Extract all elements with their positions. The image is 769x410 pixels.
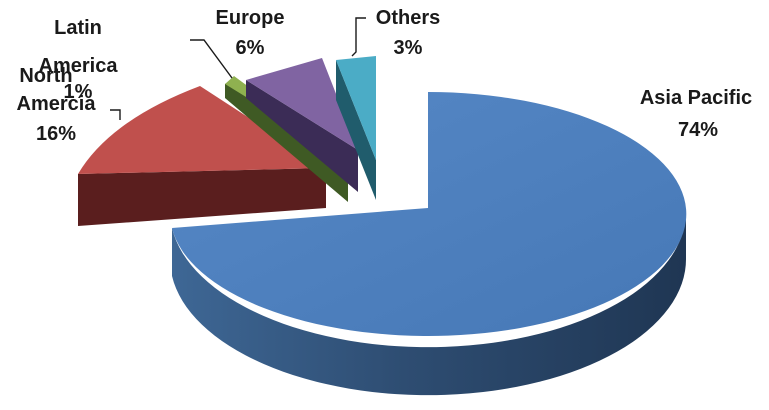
leader-line-latin-america: [190, 39, 233, 79]
label-north-america-name-line2: Amercia: [17, 93, 97, 115]
label-europe-pct: 6%: [236, 37, 265, 59]
slice-north-america: [78, 86, 326, 226]
label-north-america-name-line1: North: [19, 65, 72, 87]
slice-others-top: [336, 56, 376, 160]
slice-europe-side: [246, 80, 358, 192]
slice-others-side: [336, 60, 376, 200]
label-others-pct: 3%: [394, 37, 423, 59]
slice-asia-pacific-top: [172, 91, 687, 336]
slice-asia-pacific: [172, 91, 687, 396]
label-asia-pacific-name: Asia Pacific: [640, 87, 752, 109]
label-asia-pacific-pct: 74%: [678, 119, 718, 141]
slice-north-america-side: [78, 168, 326, 226]
label-latin-america-name-line1: Latin: [54, 17, 102, 39]
label-others: Others 3%: [376, 7, 440, 59]
label-north-america: North Amercia 16%: [17, 65, 97, 145]
slice-europe-top: [246, 58, 358, 150]
slice-asia-pacific-side: [172, 210, 687, 396]
label-others-name: Others: [376, 7, 440, 29]
label-latin-america: Latin America 1%: [39, 17, 119, 103]
label-asia-pacific: Asia Pacific 74%: [640, 87, 752, 141]
slice-north-america-top: [78, 86, 326, 174]
leader-line-north-america: [110, 109, 121, 120]
slice-europe: [246, 58, 358, 192]
slice-latin-america-side: [225, 79, 348, 202]
slice-others: [336, 56, 376, 200]
label-latin-america-pct: 1%: [64, 81, 93, 103]
leader-line-others: [351, 17, 366, 57]
label-north-america-pct: 16%: [36, 123, 76, 145]
label-europe-name: Europe: [216, 7, 285, 29]
label-latin-america-name-line2: America: [39, 55, 119, 77]
label-europe: Europe 6%: [216, 7, 285, 59]
